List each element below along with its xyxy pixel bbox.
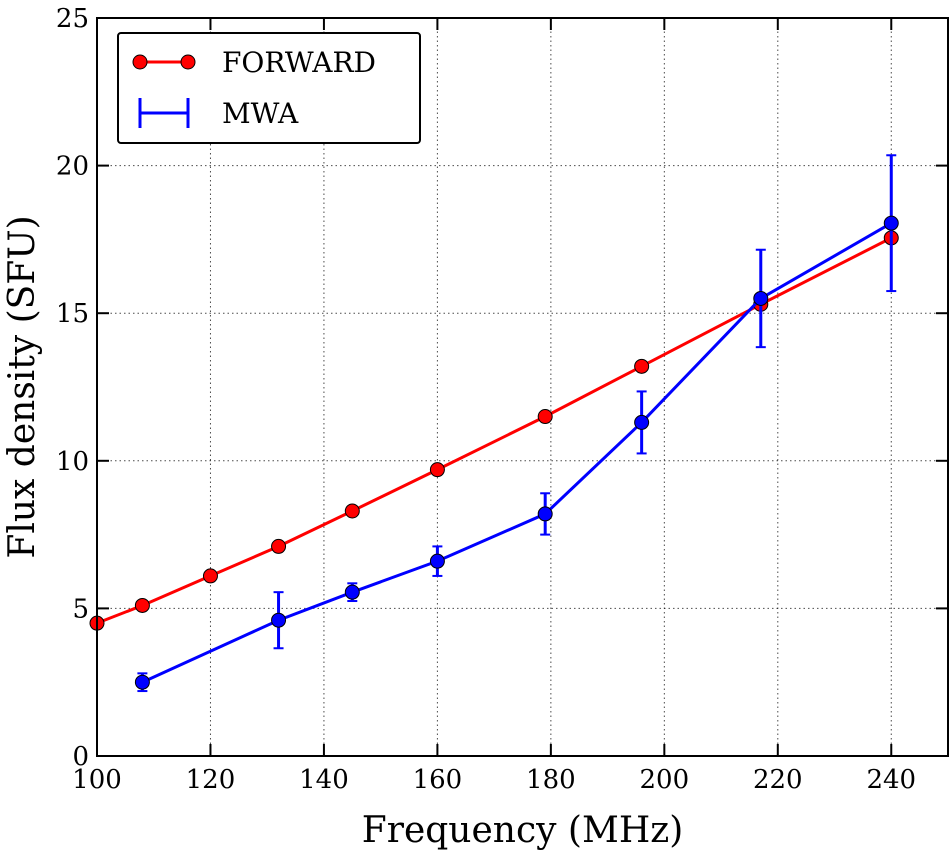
mwa-point (271, 612, 287, 628)
mwa-point (429, 553, 445, 569)
x-tick-label: 120 (186, 765, 236, 795)
mwa-point (753, 290, 769, 306)
tick-labels: 100 120 140 160 180 200 220 240 0 5 10 15 20 25 (56, 4, 916, 795)
legend-forward-marker (132, 54, 148, 70)
x-tick-label: 180 (526, 765, 576, 795)
series-layer (89, 154, 899, 693)
y-tick-label: 10 (56, 447, 89, 477)
y-tick-label: 5 (72, 594, 89, 624)
y-tick-label: 25 (56, 4, 89, 34)
forward-point (202, 568, 218, 584)
y-tick-label: 0 (72, 742, 89, 772)
y-tick-label: 20 (56, 152, 89, 182)
x-axis-title: Frequency (MHz) (362, 810, 683, 851)
forward-point (537, 409, 553, 425)
mwa-line (141, 221, 893, 684)
forward-point (344, 503, 360, 519)
forward-point (634, 358, 650, 374)
mwa-point (883, 215, 899, 231)
forward-line (96, 236, 892, 625)
plot-frame (96, 17, 949, 757)
forward-series (89, 230, 899, 631)
mwa-point (634, 414, 650, 430)
mwa-point (344, 584, 360, 600)
mwa-series (134, 154, 899, 693)
x-tick-label: 200 (640, 765, 690, 795)
forward-point (429, 462, 445, 478)
x-tick-label: 140 (299, 765, 349, 795)
legend-forward-label: FORWARD (222, 46, 376, 79)
forward-point (271, 538, 287, 554)
x-tick-label: 100 (72, 765, 122, 795)
y-axis-title: Flux density (SFU) (2, 215, 43, 558)
legend-forward-marker (180, 54, 196, 70)
tick-marks (96, 17, 948, 757)
mwa-point (134, 674, 150, 690)
y-tick-label: 15 (56, 299, 89, 329)
legend-mwa-label: MWA (222, 97, 299, 130)
mwa-point (537, 506, 553, 522)
legend: FORWARD MWA (117, 32, 421, 144)
x-tick-label: 160 (413, 765, 463, 795)
x-tick-label: 220 (753, 765, 803, 795)
x-tick-label: 240 (866, 765, 916, 795)
forward-point (134, 597, 150, 613)
